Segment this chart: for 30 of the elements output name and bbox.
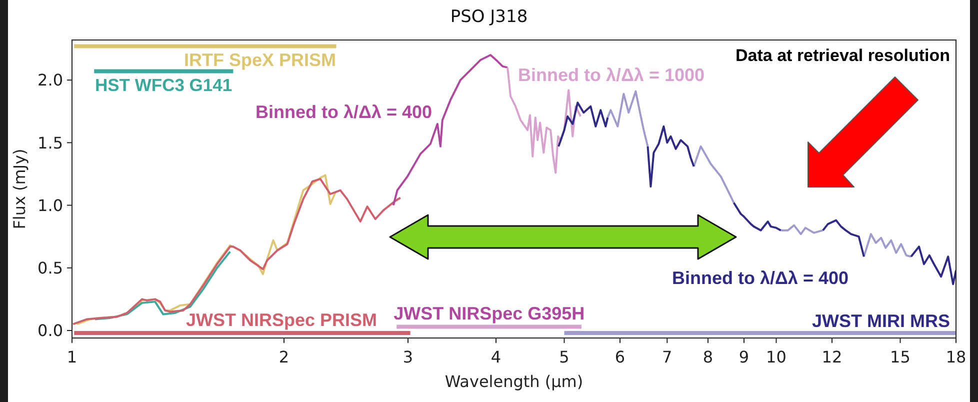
x-tick-label: 7 [662, 347, 672, 366]
series-label: Binned to λ/Δλ = 400 [672, 268, 848, 288]
series-label: Binned to λ/Δλ = 400 [256, 102, 432, 122]
x-tick-label: 15 [890, 347, 910, 366]
x-axis-title: Wavelength (μm) [444, 372, 584, 390]
x-tick-label: 4 [490, 347, 502, 366]
annotation: JWST NIRSpec G395H [394, 304, 585, 324]
series-label: IRTF SpeX PRISM [184, 50, 336, 70]
y-tick-label: 2.0 [38, 70, 63, 90]
annotation: Data at retrieval resolution [736, 46, 950, 64]
y-axis-title: Flux (mJy) [10, 148, 28, 230]
series-label: HST WFC3 G141 [95, 75, 232, 95]
x-tick-label: 8 [702, 347, 714, 366]
x-tick-label: 1 [66, 347, 78, 366]
y-tick-label: 0.5 [38, 258, 63, 278]
x-tick-label: 2 [278, 347, 290, 366]
y-tick-label: 1.0 [38, 196, 63, 215]
x-tick-label: 6 [614, 347, 626, 366]
x-tick-label: 10 [766, 347, 786, 366]
x-tick-label: 18 [946, 347, 966, 366]
x-tick-label: 3 [402, 347, 414, 366]
x-tick-label: 9 [738, 347, 750, 366]
y-tick-label: 1.5 [38, 133, 63, 152]
x-tick-label: 12 [822, 347, 842, 366]
chart-title: PSO J318 [450, 7, 528, 27]
series-label: JWST NIRSpec PRISM [186, 310, 377, 330]
y-tick-label: 0.0 [38, 321, 63, 340]
series-label: Binned to λ/Δλ = 1000 [518, 65, 705, 85]
x-tick-label: 5 [559, 347, 570, 366]
annotation: JWST MIRI MRS [812, 310, 950, 331]
